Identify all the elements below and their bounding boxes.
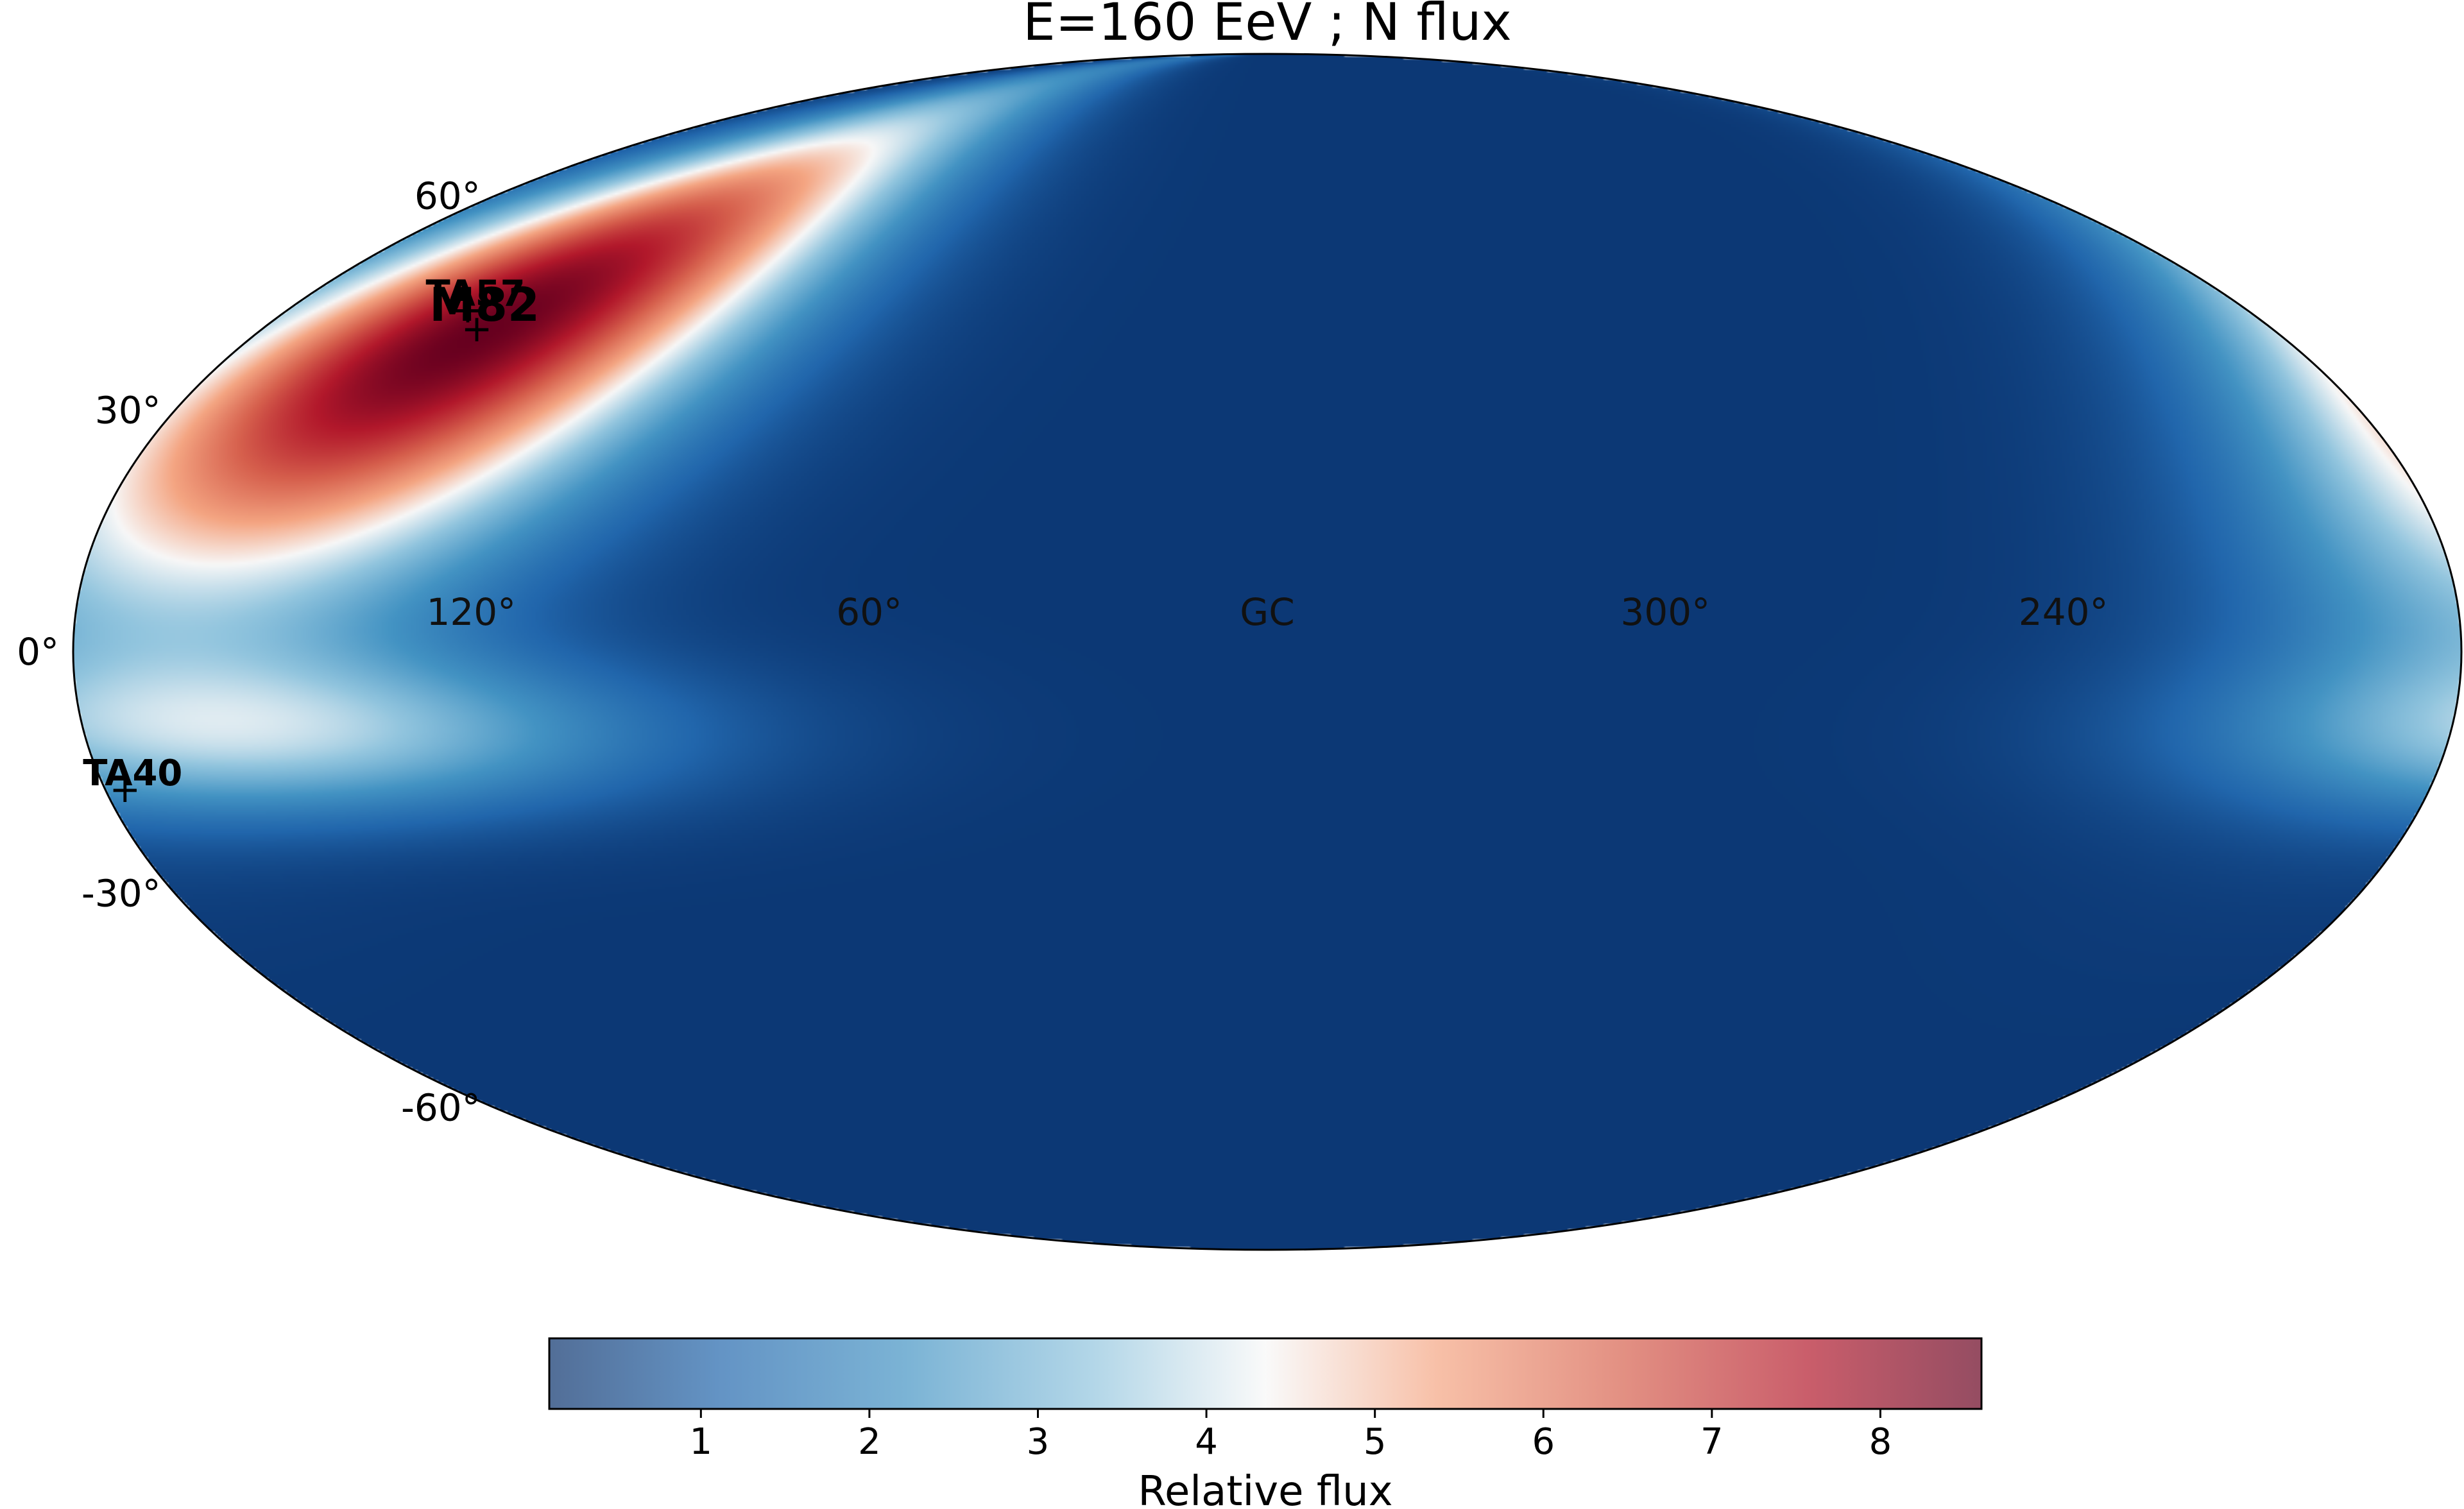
lon-tick-label: 300°: [1620, 590, 1710, 634]
colorbar-frame: [548, 1337, 1983, 1410]
map-outline: [72, 53, 2463, 1251]
colorbar-tick-label: 7: [1700, 1421, 1724, 1463]
source-label: TA57: [426, 273, 526, 315]
lat-tick-label: -60°: [401, 1086, 481, 1130]
lat-tick-label: 60°: [415, 174, 481, 217]
source-marker: +: [461, 307, 493, 350]
colorbar-gradient: [549, 1338, 1981, 1409]
lat-tick-label: 0°: [17, 630, 59, 674]
source-label: TA40: [83, 753, 182, 794]
mollweide-map: 120° 60° GC 300° 240° 60°30°0°-30°-60° +TA57…: [17, 53, 2463, 1251]
colorbar-tick-label: 1: [690, 1421, 713, 1463]
chart-title: E=160 EeV ; N flux: [1023, 0, 1512, 52]
lon-tick-label: 120°: [426, 590, 516, 634]
latitude-tick-labels: 60° 30° 0° -30° -60°: [17, 174, 481, 1129]
lon-tick-label: 240°: [2019, 590, 2109, 634]
source-marker: +: [452, 288, 484, 332]
colorbar-tick-label: 5: [1364, 1421, 1387, 1463]
colorbar-tick-label: 2: [858, 1421, 881, 1463]
lon-tick-label: 60°: [836, 590, 902, 634]
colorbar-ticks: 1 2 3 4 5 6 7 8: [690, 1409, 1892, 1463]
flux-heatmap: [73, 54, 2461, 1250]
lat-tick-label: 30°: [95, 388, 161, 432]
longitude-tick-labels: 120° 60° GC 300° 240°: [426, 590, 2108, 634]
colorbar-label: Relative flux: [1138, 1468, 1392, 1509]
colorbar-tick-label: 8: [1869, 1421, 1892, 1463]
lon-tick-label: GC: [1240, 590, 1294, 634]
lat-tick-label: -30°: [81, 872, 161, 916]
colorbar-tick-label: 6: [1532, 1421, 1555, 1463]
source-marker: +: [110, 767, 141, 811]
colorbar-tick-label: 3: [1027, 1421, 1050, 1463]
colorbar-tick-label: 4: [1195, 1421, 1218, 1463]
colorbar: 1 2 3 4 5 6 7 8 Relative flux: [548, 1337, 1983, 1509]
source-label: M82: [429, 278, 540, 332]
source-markers: +TA57+M82+TA40: [83, 273, 540, 811]
